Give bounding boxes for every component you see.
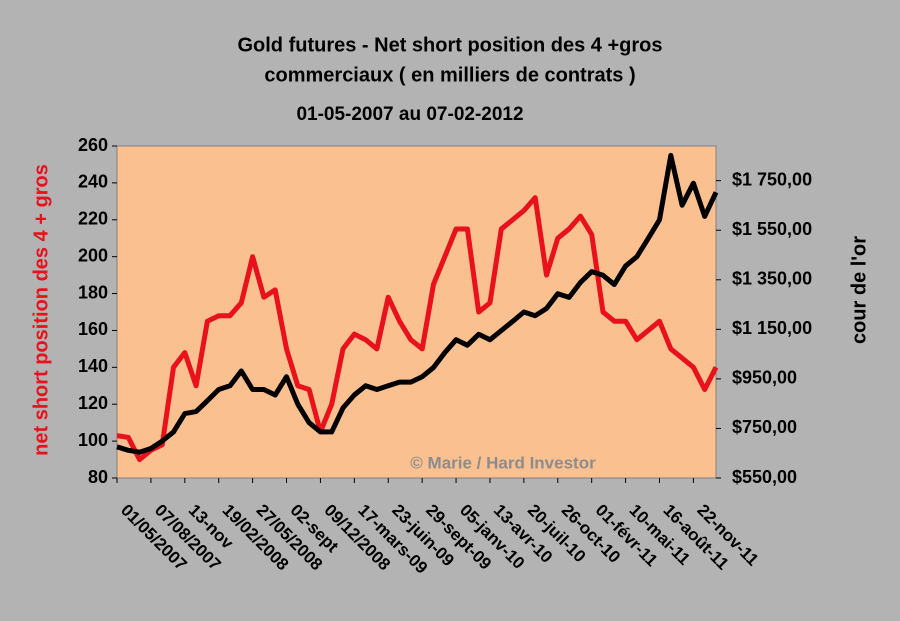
y2-tick-label: $550,00 xyxy=(732,467,797,487)
series-line xyxy=(116,195,719,463)
y-tick-label: 140 xyxy=(78,356,108,376)
y2-tick-label: $1 150,00 xyxy=(732,318,812,338)
chart-title: commerciaux ( en milliers de contrats ) xyxy=(264,64,635,86)
y2-tick-label: $750,00 xyxy=(732,417,797,437)
y2-tick-label: $1 350,00 xyxy=(732,269,812,289)
y2-tick-label: $1 550,00 xyxy=(732,219,812,239)
y-tick-label: 240 xyxy=(78,172,108,192)
series-line xyxy=(116,152,719,455)
chart-title: Gold futures - Net short position des 4 … xyxy=(237,34,662,56)
y-tick-label: 180 xyxy=(78,282,108,302)
y2-tick-label: $950,00 xyxy=(732,368,797,388)
y-tick-label: 80 xyxy=(88,467,108,487)
y-tick-label: 120 xyxy=(78,393,108,413)
y-tick-label: 260 xyxy=(78,135,108,155)
y-tick-label: 200 xyxy=(78,245,108,265)
y2-axis-title: cour de l'or xyxy=(848,236,870,344)
watermark: © Marie / Hard Investor xyxy=(410,453,596,472)
y2-tick-label: $1 750,00 xyxy=(732,169,812,189)
y-tick-label: 100 xyxy=(78,430,108,450)
y-tick-label: 220 xyxy=(78,209,108,229)
chart-subtitle: 01-05-2007 au 07-02-2012 xyxy=(296,104,523,125)
plot-area xyxy=(116,145,717,479)
y-tick-label: 160 xyxy=(78,319,108,339)
y-axis-title: net short position des 4 + gros xyxy=(30,164,52,456)
